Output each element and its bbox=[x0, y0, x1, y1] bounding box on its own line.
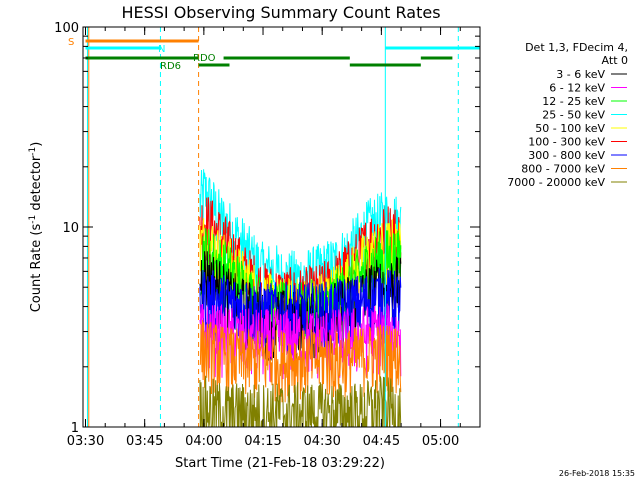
legend-label-8: 800 - 7000 keV bbox=[521, 163, 605, 176]
legend-label-7: 300 - 800 keV bbox=[528, 149, 605, 162]
x-tick-label-7: 05:00 bbox=[422, 434, 459, 449]
y-tick-label-1: 1 bbox=[71, 421, 79, 436]
legend-label-2: 6 - 12 keV bbox=[549, 82, 605, 95]
timestamp: 26-Feb-2018 15:35 bbox=[559, 469, 635, 478]
y-tick-label-3: 100 bbox=[54, 21, 79, 36]
flag-label-s: S bbox=[68, 37, 74, 48]
plot-area: S N RDO RD6 bbox=[68, 27, 480, 427]
legend-label-1: 3 - 6 keV bbox=[556, 68, 605, 81]
flag-label-n: N bbox=[158, 44, 165, 55]
legend-label-4: 25 - 50 keV bbox=[542, 109, 605, 122]
x-tick-label-3: 04:00 bbox=[185, 434, 222, 449]
x-tick-label-4: 04:15 bbox=[244, 434, 281, 449]
x-tick-label-2: 03:45 bbox=[126, 434, 163, 449]
y-tick-label-2: 10 bbox=[62, 221, 79, 236]
y-axis-label: Count Rate (s-1 detector-1) bbox=[28, 142, 44, 313]
x-axis-ticks: 03:30 03:45 04:00 04:15 04:30 04:45 05:00 bbox=[67, 27, 481, 449]
chart-title: HESSI Observing Summary Count Rates bbox=[121, 3, 440, 22]
y-axis-ticks: 1 10 100 bbox=[54, 21, 480, 436]
plot-content bbox=[85, 27, 480, 427]
flag-label-rd6: RD6 bbox=[160, 61, 181, 72]
legend-label-9: 7000 - 20000 keV bbox=[507, 176, 605, 189]
x-tick-label-6: 04:45 bbox=[363, 434, 400, 449]
legend-header-line-1: Det 1,3, FDecim 4, bbox=[525, 41, 628, 54]
series-800-7000kev-line bbox=[199, 319, 402, 403]
legend-label-6: 100 - 300 keV bbox=[528, 136, 605, 149]
x-axis-label: Start Time (21-Feb-18 03:29:22) bbox=[175, 456, 385, 471]
legend-label-3: 12 - 25 keV bbox=[542, 95, 605, 108]
legend-label-5: 50 - 100 keV bbox=[535, 122, 605, 135]
series-7000-20000kev-line bbox=[199, 375, 402, 427]
x-tick-label-1: 03:30 bbox=[67, 434, 104, 449]
flag-label-rdo: RDO bbox=[193, 53, 216, 64]
series-12-25kev-line bbox=[199, 228, 402, 353]
x-tick-label-5: 04:30 bbox=[303, 434, 340, 449]
legend-header-line-2: Att 0 bbox=[602, 54, 628, 67]
